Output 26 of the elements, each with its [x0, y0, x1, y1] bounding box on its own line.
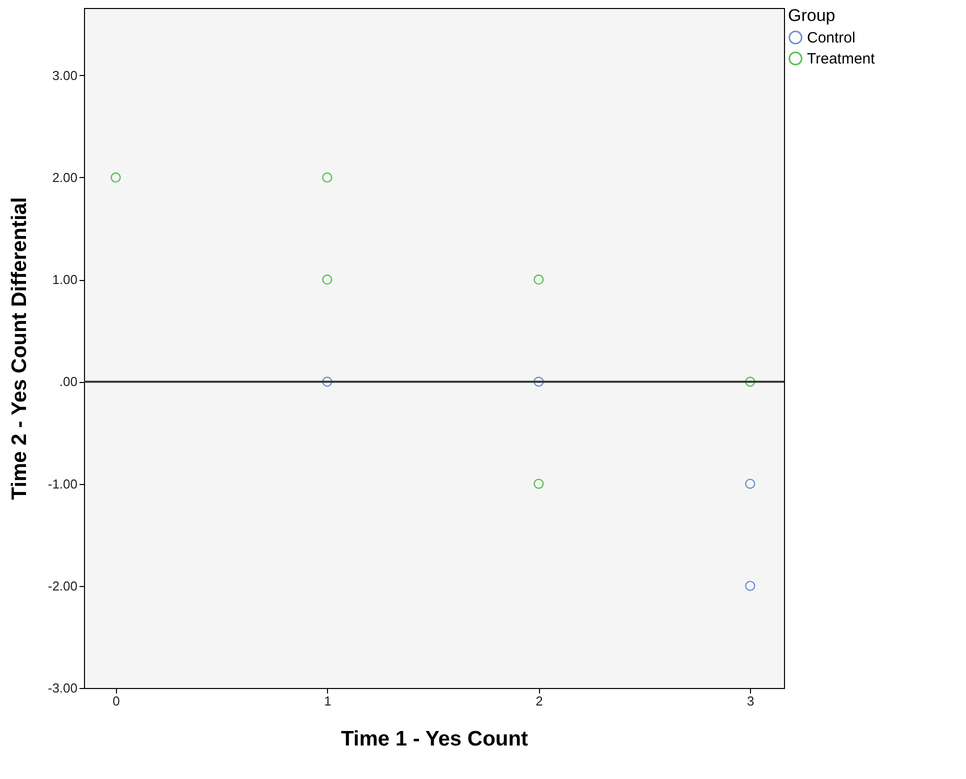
y-tick-label: .00: [59, 374, 78, 390]
y-tick-label: -3.00: [48, 680, 78, 696]
y-tick-label: -1.00: [48, 476, 78, 492]
x-tick-label: 2: [536, 694, 543, 708]
x-tick-label: 3: [747, 694, 754, 708]
point: [534, 274, 544, 285]
x-tick-label: 0: [112, 694, 120, 708]
point: [534, 478, 544, 489]
point: [534, 376, 544, 387]
point: [745, 376, 756, 387]
x-tick-label: 1: [324, 694, 332, 708]
legend-label: Control: [807, 30, 856, 46]
y-axis-title: Time 2 - Yes Count Differential: [8, 197, 31, 500]
x-axis-title: Time 1 - Yes Count: [340, 728, 528, 750]
point: [745, 478, 756, 489]
legend-title: Group: [788, 6, 836, 25]
y-tick-label: 1.00: [52, 272, 78, 288]
y-tick-label: 2.00: [52, 170, 78, 185]
y-tick-label: 3.00: [52, 68, 78, 83]
point: [322, 172, 332, 183]
point: [322, 376, 332, 387]
point: [110, 172, 121, 183]
point: [322, 274, 332, 285]
legend-label: Treatment: [807, 50, 876, 68]
y-tick-label: -2.00: [48, 578, 78, 594]
point: [745, 580, 756, 591]
